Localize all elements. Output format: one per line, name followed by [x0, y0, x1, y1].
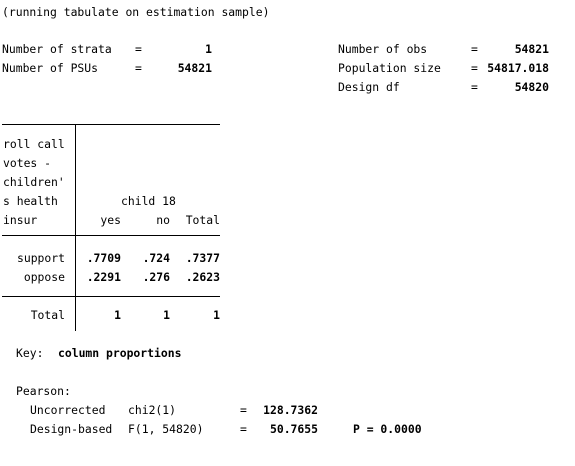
key-label: Key:: [16, 346, 44, 360]
obs-value: 54821: [514, 42, 549, 56]
uncorrected-label: Uncorrected: [30, 403, 106, 417]
table-divider: [75, 124, 76, 331]
design-based-eq: =: [240, 422, 247, 436]
key-value: column proportions: [58, 346, 182, 360]
popsize-label: Population size: [338, 61, 441, 75]
row-label-total: Total: [30, 308, 65, 322]
strata-eq: =: [135, 42, 142, 56]
df-eq: =: [471, 80, 478, 94]
p-value: P = 0.0000: [353, 422, 422, 436]
design-based-stat: F(1, 54820): [128, 422, 204, 436]
popsize-value: 54817.018: [487, 61, 549, 75]
row-var-line: children': [3, 175, 65, 189]
cell-oppose-yes: .2291: [86, 270, 121, 284]
psus-label: Number of PSUs: [2, 61, 99, 75]
design-based-value: 50.7655: [269, 422, 318, 436]
psus-value: 54821: [177, 61, 212, 75]
obs-label: Number of obs: [338, 42, 428, 56]
uncorrected-stat: chi2(1): [128, 403, 177, 417]
row-label-oppose: oppose: [23, 270, 65, 284]
col-header-no: no: [156, 213, 170, 227]
col-header-yes: yes: [100, 213, 121, 227]
popsize-eq: =: [471, 61, 478, 75]
strata-label: Number of strata: [2, 42, 112, 56]
intro-text: (running tabulate on estimation sample): [2, 5, 270, 19]
table-top-rule: [2, 124, 220, 125]
design-based-label: Design-based: [30, 422, 113, 436]
row-var-line: roll call: [3, 137, 65, 151]
pearson-title: Pearson:: [16, 384, 71, 398]
df-value: 54820: [514, 80, 549, 94]
row-var-line: insur: [3, 213, 38, 227]
psus-eq: =: [135, 61, 142, 75]
cell-support-no: .724: [142, 251, 170, 265]
row-var-line: votes -: [3, 156, 52, 170]
col-header-total: Total: [185, 213, 220, 227]
cell-oppose-no: .276: [142, 270, 170, 284]
cell-total-yes: 1: [114, 308, 121, 322]
column-variable-label: child 18: [121, 194, 176, 208]
uncorrected-eq: =: [240, 403, 247, 417]
row-label-support: support: [16, 251, 65, 265]
cell-support-total: .7377: [185, 251, 220, 265]
cell-support-yes: .7709: [86, 251, 121, 265]
table-header-rule: [2, 235, 220, 236]
strata-value: 1: [205, 42, 212, 56]
cell-oppose-total: .2623: [185, 270, 220, 284]
row-var-line: s health: [3, 194, 58, 208]
obs-eq: =: [471, 42, 478, 56]
table-total-rule: [2, 296, 220, 297]
cell-total-no: 1: [163, 308, 170, 322]
df-label: Design df: [338, 80, 400, 94]
uncorrected-value: 128.7362: [263, 403, 318, 417]
cell-total-total: 1: [213, 308, 220, 322]
